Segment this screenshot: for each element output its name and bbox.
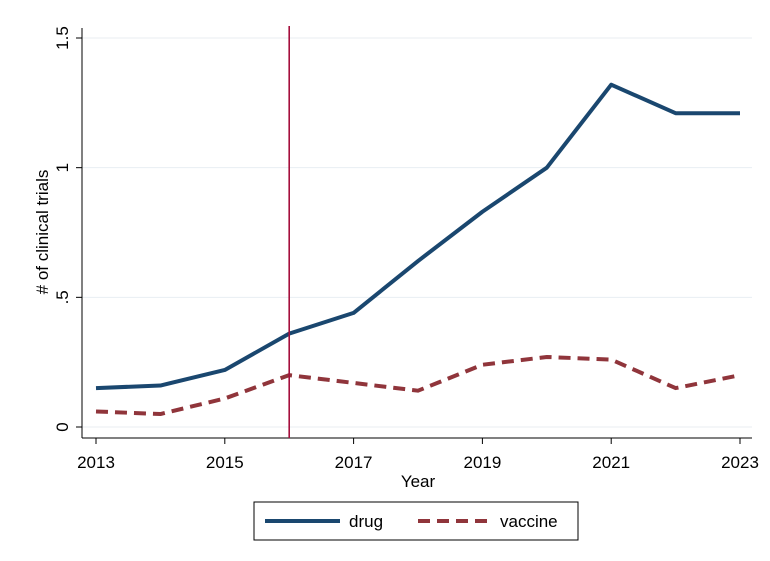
series-lines: [95, 82, 741, 417]
y-tick-label: 1: [53, 163, 72, 172]
x-tick-label: 2017: [335, 453, 373, 472]
x-tick-label: 2019: [463, 453, 501, 472]
x-tick-label: 2015: [206, 453, 244, 472]
legend-label-vaccine: vaccine: [500, 512, 558, 531]
tick-labels: 0 .5 1 1.5 2013 2015 2017 2019 2021 2023: [53, 26, 759, 472]
axes: [76, 28, 752, 444]
x-tick-label: 2013: [77, 453, 115, 472]
y-axis-title: # of clinical trials: [33, 170, 52, 295]
series-line-drug: [95, 82, 740, 391]
y-tick-label: 1.5: [53, 26, 72, 50]
y-tick-label: 0: [53, 422, 72, 431]
series-line-vaccine: [95, 354, 741, 417]
legend-label-drug: drug: [349, 512, 383, 531]
x-tick-label: 2023: [721, 453, 759, 472]
x-tick-label: 2021: [592, 453, 630, 472]
x-axis-title: Year: [401, 472, 436, 491]
legend: drug vaccine: [253, 501, 579, 541]
y-tick-label: .5: [53, 290, 72, 304]
grid-lines: [82, 37, 752, 428]
